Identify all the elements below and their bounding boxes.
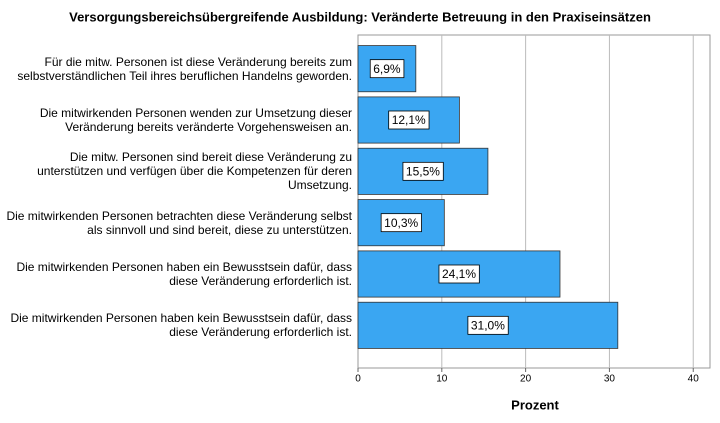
x-tick-label: 20 bbox=[520, 374, 532, 385]
value-label-box bbox=[380, 213, 422, 233]
value-label: 10,3% bbox=[384, 216, 418, 230]
y-tick-label: Für die mitw. Personen ist diese Verände… bbox=[17, 54, 352, 83]
y-tick-label: Die mitwirkenden Personen betrachten die… bbox=[6, 208, 352, 237]
y-tick-label: Die mitw. Personen sind bereit diese Ver… bbox=[37, 150, 352, 193]
value-label-box bbox=[369, 59, 405, 79]
y-tick-label: Die mitwirkenden Personen haben kein Bew… bbox=[10, 311, 352, 340]
value-label-box bbox=[467, 315, 509, 335]
value-label-box bbox=[388, 110, 430, 130]
y-tick-label: Die mitwirkenden Personen wenden zur Ums… bbox=[39, 105, 352, 134]
value-label: 6,9% bbox=[373, 62, 401, 76]
x-tick-label: 30 bbox=[604, 374, 616, 385]
value-label: 15,5% bbox=[406, 165, 440, 179]
x-axis-label: Prozent bbox=[511, 397, 559, 412]
x-tick-label: 40 bbox=[688, 374, 700, 385]
value-label: 31,0% bbox=[471, 319, 505, 333]
value-label: 24,1% bbox=[442, 267, 476, 281]
x-tick-label: 10 bbox=[436, 374, 448, 385]
value-label-box bbox=[438, 264, 480, 284]
chart-title: Versorgungsbereichsübergreifende Ausbild… bbox=[69, 9, 651, 24]
value-label-box bbox=[402, 161, 444, 181]
x-tick-label: 0 bbox=[355, 374, 361, 385]
y-tick-label: Die mitwirkenden Personen haben ein Bewu… bbox=[16, 259, 352, 288]
value-label: 12,1% bbox=[392, 113, 426, 127]
